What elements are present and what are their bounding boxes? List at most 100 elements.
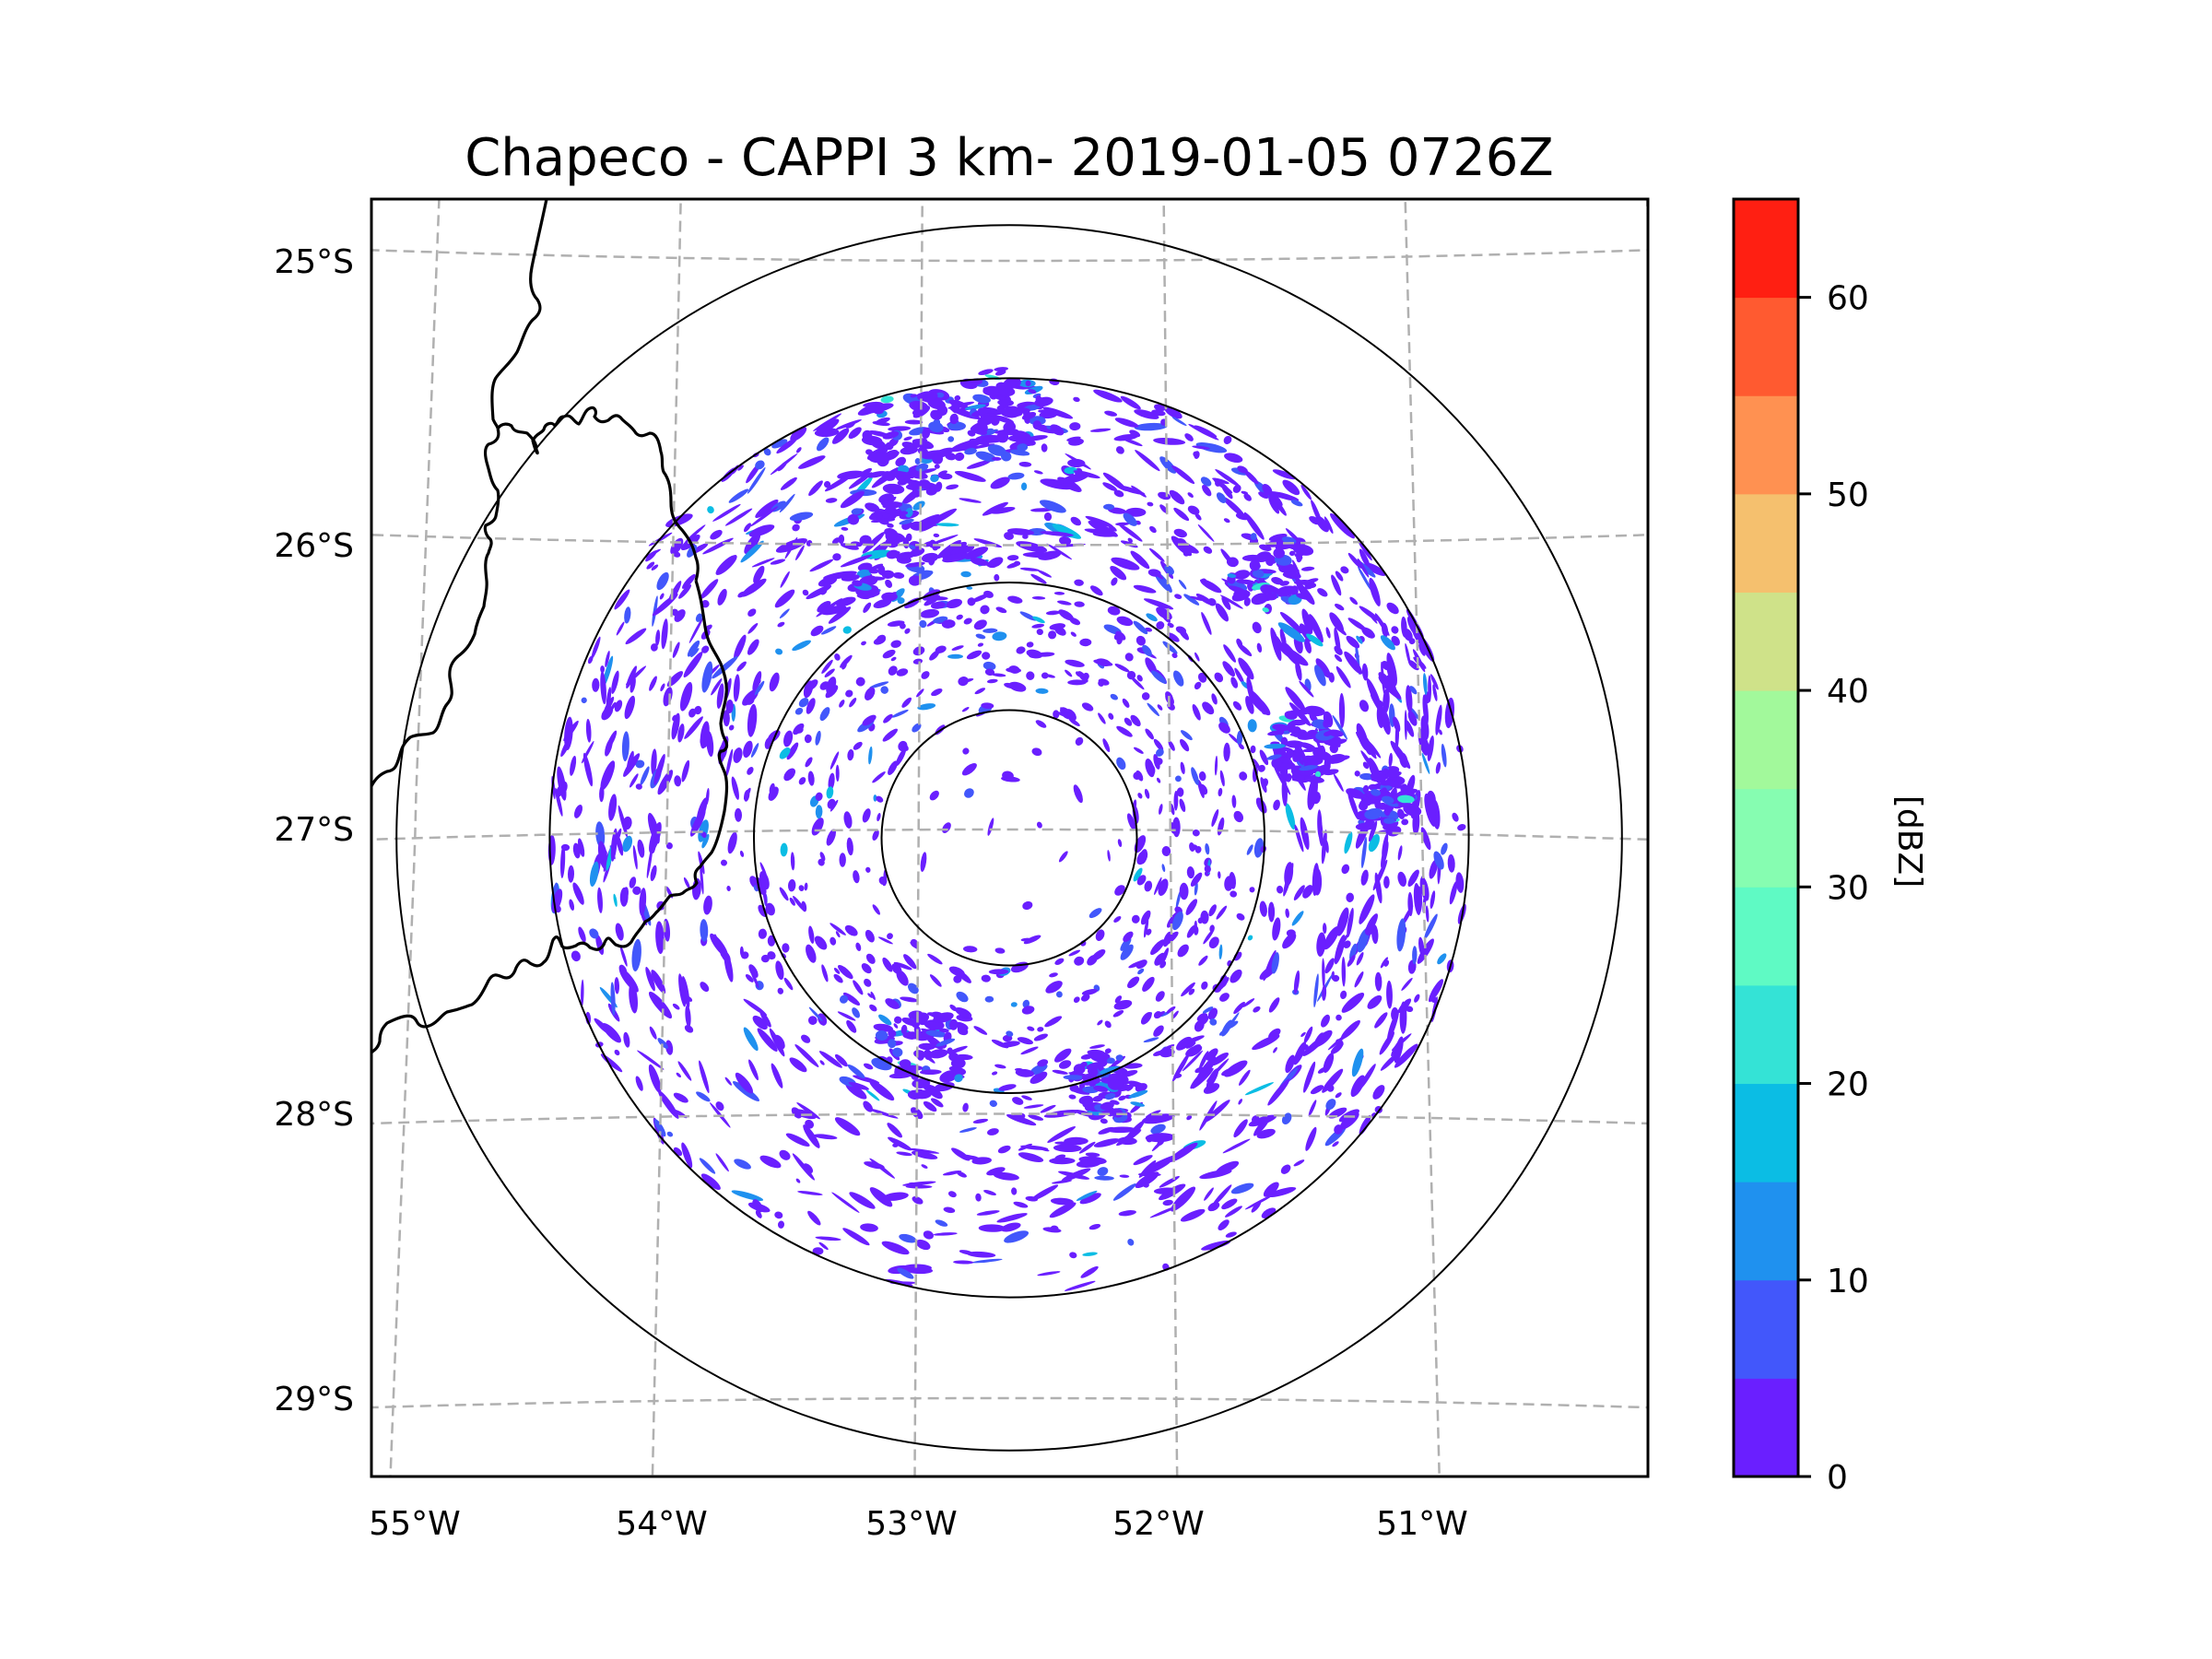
echo-cell — [1070, 631, 1077, 637]
echo-cell — [1197, 779, 1205, 798]
echo-cell — [1407, 660, 1419, 671]
echo-cell — [873, 408, 884, 415]
echo-cell — [682, 573, 696, 589]
echo-cell — [1144, 788, 1150, 799]
echo-cell — [710, 529, 723, 540]
echo-cell — [934, 464, 940, 469]
echo-cell — [1229, 733, 1241, 745]
echo-cell — [792, 1153, 815, 1181]
echo-cell — [876, 513, 883, 519]
echo-cell — [1323, 769, 1339, 776]
echo-cell — [1309, 515, 1321, 525]
echo-cell — [925, 1030, 947, 1038]
echo-cell — [1317, 1066, 1327, 1074]
echo-cell — [859, 535, 872, 547]
echo-cell — [1330, 512, 1355, 539]
echo-cell — [937, 470, 948, 476]
echo-cell — [631, 938, 641, 972]
echo-cell — [734, 1159, 751, 1170]
echo-cell — [855, 677, 865, 687]
x-axis-ticks: 55°W 54°W 53°W 52°W 51°W — [369, 1505, 1467, 1543]
echo-cell — [1358, 566, 1372, 592]
echo-cell — [1180, 761, 1185, 775]
echo-cell — [759, 1010, 771, 1028]
echo-cell — [688, 617, 704, 644]
echo-cell — [1130, 550, 1150, 570]
echo-cell — [1037, 1059, 1049, 1067]
echo-cell — [1133, 867, 1143, 882]
echo-cell — [1021, 1006, 1035, 1015]
colorbar-frame — [1732, 197, 1800, 1478]
echo-cell — [767, 951, 776, 960]
echo-cell — [1156, 621, 1165, 629]
echo-cell — [665, 1040, 674, 1055]
echo-cell — [1386, 675, 1395, 688]
echo-cell — [1137, 968, 1145, 975]
echo-cell — [752, 1015, 768, 1030]
echo-cell — [894, 1066, 908, 1077]
echo-cell — [830, 751, 840, 770]
echo-cell — [848, 1081, 869, 1090]
echo-cell — [685, 1005, 691, 1028]
echo-cell — [1148, 1153, 1181, 1168]
echo-cell — [857, 562, 873, 571]
echo-cell — [1250, 533, 1257, 541]
echo-cell — [1100, 1118, 1108, 1124]
echo-cell — [1430, 890, 1436, 909]
echo-cell — [1023, 935, 1041, 945]
echo-cell — [1273, 765, 1291, 795]
echo-cell — [1131, 485, 1147, 498]
echo-cell — [1362, 784, 1370, 794]
echo-cell — [898, 740, 908, 752]
echo-cell — [629, 877, 637, 888]
echo-cell — [1236, 579, 1256, 585]
echo-cell — [1401, 818, 1409, 826]
echo-cell — [847, 513, 860, 525]
echo-cell — [1075, 736, 1084, 746]
echo-cell — [900, 446, 919, 455]
echo-cell — [1089, 428, 1112, 432]
echo-cell — [1079, 638, 1092, 647]
echo-cell — [1324, 958, 1335, 974]
echo-cell — [1161, 846, 1171, 856]
echo-cell — [1285, 748, 1295, 759]
echo-cell — [893, 1023, 899, 1029]
echo-cell — [1107, 850, 1111, 862]
echo-cell — [920, 608, 940, 618]
echo-cell — [1407, 891, 1414, 917]
echo-cell — [1023, 1104, 1044, 1109]
echo-cell — [1143, 1037, 1159, 1043]
echo-cell — [671, 608, 679, 617]
echo-cell — [1220, 594, 1243, 609]
echo-cell — [1205, 842, 1210, 855]
parallel-line — [371, 828, 1648, 841]
echo-cell — [862, 808, 871, 823]
echo-cell — [1244, 1194, 1274, 1210]
echo-cell — [834, 1117, 861, 1136]
echo-cell — [966, 586, 973, 590]
echo-cell — [1186, 924, 1196, 938]
echo-cell — [992, 673, 1006, 677]
echo-cell — [1136, 875, 1147, 886]
echo-cell — [904, 628, 911, 634]
echo-cell — [752, 671, 762, 692]
echo-cell — [585, 718, 592, 743]
echo-cell — [1428, 675, 1432, 702]
echo-cell — [1004, 1230, 1030, 1243]
echo-cell — [692, 877, 701, 900]
echo-cell — [996, 1213, 1028, 1223]
echo-cell — [1211, 1184, 1232, 1207]
echo-cell — [1295, 660, 1302, 681]
echo-cell — [966, 443, 995, 450]
echo-cell — [1300, 566, 1315, 571]
echo-cell — [934, 1081, 955, 1092]
meridian-line — [1645, 199, 1648, 247]
echo-cell — [1422, 673, 1428, 696]
echo-cell — [885, 998, 900, 1009]
echo-cell — [814, 935, 828, 950]
echo-cell — [1192, 445, 1210, 450]
echo-cell — [1202, 701, 1215, 715]
echo-cell — [1016, 541, 1048, 553]
echo-cell — [804, 734, 812, 744]
echo-cell — [734, 807, 743, 822]
